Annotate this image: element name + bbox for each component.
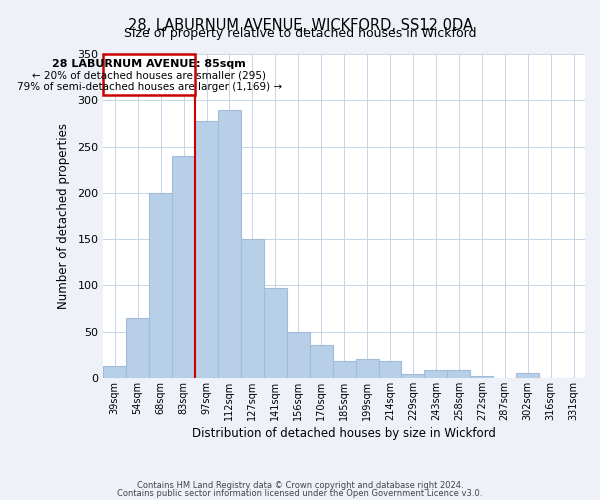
- Bar: [103, 366, 126, 378]
- Bar: [424, 370, 448, 378]
- Bar: [103, 54, 195, 94]
- Bar: [126, 318, 149, 378]
- Bar: [470, 376, 493, 378]
- Bar: [516, 373, 539, 378]
- Bar: [448, 370, 470, 378]
- X-axis label: Distribution of detached houses by size in Wickford: Distribution of detached houses by size …: [192, 427, 496, 440]
- Text: Size of property relative to detached houses in Wickford: Size of property relative to detached ho…: [124, 28, 476, 40]
- Bar: [356, 360, 379, 378]
- Text: Contains public sector information licensed under the Open Government Licence v3: Contains public sector information licen…: [118, 488, 482, 498]
- Bar: [310, 346, 332, 378]
- Bar: [195, 120, 218, 378]
- Text: 28 LABURNUM AVENUE: 85sqm: 28 LABURNUM AVENUE: 85sqm: [52, 58, 246, 68]
- Bar: [401, 374, 424, 378]
- Text: 28, LABURNUM AVENUE, WICKFORD, SS12 0DA: 28, LABURNUM AVENUE, WICKFORD, SS12 0DA: [128, 18, 473, 32]
- Text: 79% of semi-detached houses are larger (1,169) →: 79% of semi-detached houses are larger (…: [17, 82, 282, 92]
- Bar: [264, 288, 287, 378]
- Y-axis label: Number of detached properties: Number of detached properties: [58, 123, 70, 309]
- Bar: [241, 239, 264, 378]
- Bar: [332, 361, 356, 378]
- Text: ← 20% of detached houses are smaller (295): ← 20% of detached houses are smaller (29…: [32, 70, 266, 81]
- Bar: [149, 193, 172, 378]
- Text: Contains HM Land Registry data © Crown copyright and database right 2024.: Contains HM Land Registry data © Crown c…: [137, 481, 463, 490]
- Bar: [379, 361, 401, 378]
- Bar: [172, 156, 195, 378]
- Bar: [218, 110, 241, 378]
- Bar: [287, 332, 310, 378]
